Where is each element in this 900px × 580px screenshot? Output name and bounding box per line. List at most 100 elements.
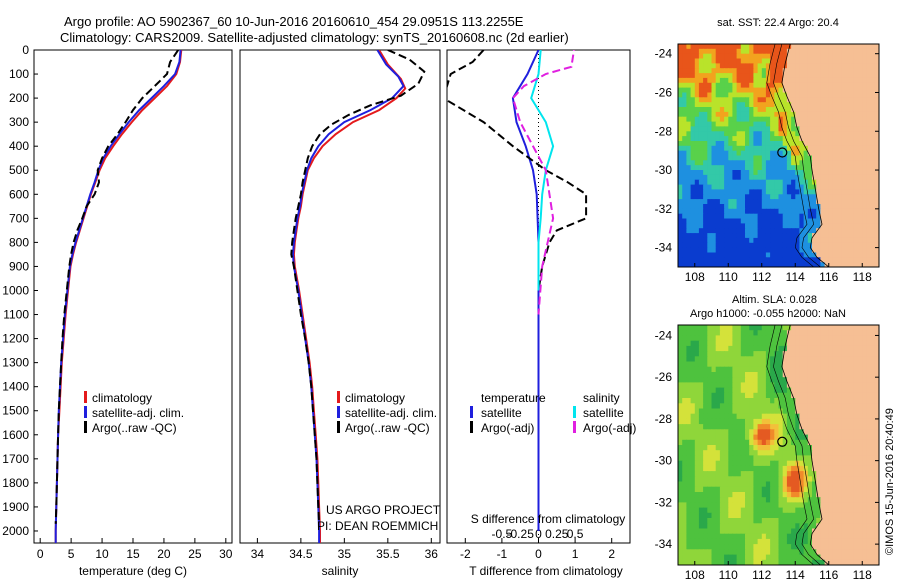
land-cell xyxy=(816,345,821,352)
ocean-cell xyxy=(807,450,813,456)
ocean-cell xyxy=(736,87,742,93)
ocean-cell xyxy=(736,247,742,253)
ocean-cell xyxy=(786,174,792,181)
ocean-cell xyxy=(791,528,796,535)
ocean-cell xyxy=(791,237,796,244)
land-cell xyxy=(837,398,842,404)
ocean-cell xyxy=(682,262,687,267)
ocean-cell xyxy=(707,189,713,195)
land-cell xyxy=(816,141,821,147)
ocean-cell xyxy=(765,445,771,451)
ocean-cell xyxy=(761,131,767,137)
ocean-cell xyxy=(791,418,796,425)
land-cell xyxy=(845,136,851,142)
land-cell xyxy=(812,392,817,399)
land-cell xyxy=(841,382,847,389)
legend-label-climatology: climatology xyxy=(92,391,152,405)
ocean-cell xyxy=(715,145,721,152)
land-cell xyxy=(824,53,830,60)
ocean-cell xyxy=(782,213,788,220)
land-cell xyxy=(849,174,855,181)
ocean-cell xyxy=(690,257,696,263)
ocean-cell xyxy=(765,223,771,229)
ocean-cell xyxy=(745,189,750,195)
ocean-cell xyxy=(795,228,801,234)
ocean-cell xyxy=(791,455,796,462)
land-cell xyxy=(837,325,842,331)
ocean-cell xyxy=(732,377,738,383)
ocean-cell xyxy=(694,107,700,113)
land-cell xyxy=(849,387,855,394)
land-cell xyxy=(862,262,868,267)
ocean-cell xyxy=(753,141,759,147)
ocean-cell xyxy=(682,131,687,137)
land-cell xyxy=(795,44,801,50)
ocean-cell xyxy=(711,165,717,171)
ocean-cell xyxy=(698,92,704,98)
ocean-cell xyxy=(686,218,692,224)
land-cell xyxy=(841,262,847,267)
ocean-cell xyxy=(711,131,717,137)
land-cell xyxy=(820,408,826,415)
ocean-cell xyxy=(770,179,775,186)
ocean-cell xyxy=(774,92,780,98)
ocean-cell xyxy=(728,408,734,415)
ocean-cell xyxy=(799,150,805,157)
land-cell xyxy=(824,107,830,113)
ocean-cell xyxy=(786,247,792,253)
land-cell xyxy=(816,538,821,545)
ocean-cell xyxy=(736,44,742,50)
land-cell xyxy=(858,486,863,493)
ocean-cell xyxy=(678,257,683,263)
land-cell xyxy=(849,107,855,113)
ocean-cell xyxy=(682,87,687,93)
land-cell xyxy=(853,345,859,352)
land-cell xyxy=(807,111,813,118)
x-tick-label: -1 xyxy=(497,547,508,561)
land-cell xyxy=(874,107,879,113)
land-cell xyxy=(849,372,855,378)
land-cell xyxy=(832,131,838,137)
land-cell xyxy=(820,170,826,176)
ocean-cell xyxy=(682,194,687,200)
land-cell xyxy=(812,366,817,373)
ocean-cell xyxy=(753,194,759,200)
land-cell xyxy=(853,257,859,263)
ocean-cell xyxy=(740,455,746,462)
ocean-cell xyxy=(740,512,746,519)
ocean-cell xyxy=(753,345,759,352)
land-cell xyxy=(874,330,879,336)
land-cell xyxy=(820,481,826,488)
land-cell xyxy=(832,53,838,60)
ocean-cell xyxy=(732,77,738,84)
land-cell xyxy=(791,345,796,352)
ocean-cell xyxy=(678,208,683,215)
ocean-cell xyxy=(728,382,734,389)
land-cell xyxy=(870,544,876,550)
ocean-cell xyxy=(732,233,738,239)
land-cell xyxy=(812,92,817,98)
land-cell xyxy=(803,121,809,127)
ocean-cell xyxy=(770,471,775,477)
land-cell xyxy=(824,48,830,55)
land-cell xyxy=(853,549,859,556)
land-cell xyxy=(870,170,876,176)
ocean-cell xyxy=(749,377,754,383)
land-cell xyxy=(816,429,821,436)
land-cell xyxy=(812,445,817,451)
ocean-cell xyxy=(686,111,692,118)
ocean-cell xyxy=(703,413,708,420)
land-cell xyxy=(870,413,876,420)
land-cell xyxy=(841,455,847,462)
ocean-cell xyxy=(698,58,704,64)
ocean-cell xyxy=(690,204,696,210)
ocean-cell xyxy=(791,111,796,118)
land-cell xyxy=(858,554,863,561)
land-cell xyxy=(874,528,879,535)
land-cell xyxy=(870,460,876,467)
ocean-cell xyxy=(795,559,801,565)
ocean-cell xyxy=(719,111,725,118)
land-cell xyxy=(828,48,834,55)
land-cell xyxy=(845,486,851,493)
land-cell xyxy=(870,372,876,378)
